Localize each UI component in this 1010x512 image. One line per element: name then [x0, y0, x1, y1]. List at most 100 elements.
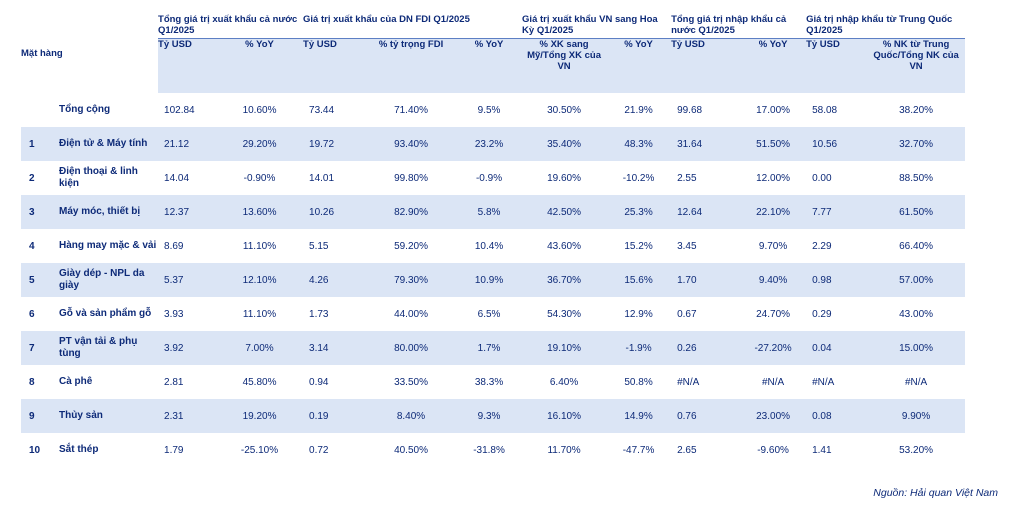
table-cell: 23.00% [740, 399, 807, 433]
table-cell: 0.19 [303, 399, 367, 433]
row-item-name: Hàng may mặc & vải [55, 229, 159, 263]
table-cell: 19.10% [522, 331, 607, 365]
row-index: 8 [21, 365, 55, 399]
table-cell: 3.45 [671, 229, 741, 263]
table-cell: 35.40% [522, 127, 607, 161]
sub-header-us-yoy: % YoY [606, 38, 672, 93]
row-index: 5 [21, 263, 55, 297]
table-cell: 71.40% [366, 93, 457, 127]
row-item-name: Tổng cộng [55, 93, 159, 127]
table-cell: 102.84 [158, 93, 217, 127]
table-cell: -0.90% [216, 161, 304, 195]
row-index: 3 [21, 195, 55, 229]
table-cell: 5.15 [303, 229, 367, 263]
table-cell: 1.79 [158, 433, 217, 467]
trade-table: Mặt hàng Tổng giá trị xuất khẩu cả nước … [21, 14, 966, 467]
table-cell: 15.6% [606, 263, 672, 297]
table-row: Tổng cộng 102.84 10.60% 73.44 71.40% 9.5% 30.5… [21, 93, 966, 127]
table-cell: 1.73 [303, 297, 367, 331]
table-cell: -0.9% [456, 161, 523, 195]
row-index: 6 [21, 297, 55, 331]
table-cell: 10.56 [806, 127, 868, 161]
table-cell: 15.00% [867, 331, 966, 365]
table-cell: 79.30% [366, 263, 457, 297]
table-cell: 13.60% [216, 195, 304, 229]
sub-header-fdi-usd: Tỷ USD [303, 38, 367, 93]
table-cell: 32.70% [867, 127, 966, 161]
table-cell: -27.20% [740, 331, 807, 365]
table-cell: 10.26 [303, 195, 367, 229]
sub-header-total-import-yoy: % YoY [740, 38, 807, 93]
table-cell: 38.3% [456, 365, 523, 399]
table-cell: 6.5% [456, 297, 523, 331]
table-cell: 24.70% [740, 297, 807, 331]
sub-header-fdi-yoy: % YoY [456, 38, 523, 93]
row-index: 2 [21, 161, 55, 195]
table-cell: 9.70% [740, 229, 807, 263]
table-cell: 4.26 [303, 263, 367, 297]
sub-header-us-share: % XK sang Mỹ/Tổng XK của VN [522, 38, 607, 93]
table-cell: 0.04 [806, 331, 868, 365]
table-cell: -47.7% [606, 433, 672, 467]
table-cell: 12.9% [606, 297, 672, 331]
table-cell: 0.76 [671, 399, 741, 433]
table-cell: 14.01 [303, 161, 367, 195]
table-cell: 14.9% [606, 399, 672, 433]
table-cell: 44.00% [366, 297, 457, 331]
table-row: 5 Giày dép - NPL da giày 5.37 12.10% 4.26 79.… [21, 263, 966, 297]
table-cell: #N/A [671, 365, 741, 399]
table-cell: 61.50% [867, 195, 966, 229]
sub-header-row: Tỷ USD % YoY Tỷ USD % tỷ trọng FDI % YoY… [21, 38, 966, 93]
table-cell: 23.2% [456, 127, 523, 161]
table-cell: 0.08 [806, 399, 868, 433]
table-row: 2 Điện thoại & linh kiện 14.04 -0.90% 14.01 9… [21, 161, 966, 195]
table-cell: 99.68 [671, 93, 741, 127]
sub-header-fdi-share: % tỷ trọng FDI [366, 38, 457, 93]
table-cell: 0.26 [671, 331, 741, 365]
row-item-name: Sắt thép [55, 433, 159, 467]
sub-header-total-import-usd: Tỷ USD [671, 38, 741, 93]
table-cell: 3.92 [158, 331, 217, 365]
table-cell: 31.64 [671, 127, 741, 161]
table-cell: 36.70% [522, 263, 607, 297]
table-row: 7 PT vận tải & phụ tùng 3.92 7.00% 3.14 80.00… [21, 331, 966, 365]
table-cell: #N/A [806, 365, 868, 399]
table-cell: -25.10% [216, 433, 304, 467]
table-cell: 8.40% [366, 399, 457, 433]
table-cell: 21.12 [158, 127, 217, 161]
table-cell: -10.2% [606, 161, 672, 195]
table-row: 3 Máy móc, thiết bị 12.37 13.60% 10.26 82.90%… [21, 195, 966, 229]
table-row: 1 Điện tử & Máy tính 21.12 29.20% 19.72 93.40… [21, 127, 966, 161]
table-cell: 0.29 [806, 297, 868, 331]
table-cell: 66.40% [867, 229, 966, 263]
row-item-name: Điện tử & Máy tính [55, 127, 159, 161]
table-cell: 10.60% [216, 93, 304, 127]
group-header-us-export: Giá trị xuất khẩu VN sang Hoa Kỳ Q1/2025 [522, 14, 672, 39]
table-cell: 43.00% [867, 297, 966, 331]
table-cell: 88.50% [867, 161, 966, 195]
table-cell: 16.10% [522, 399, 607, 433]
table-row: 4 Hàng may mặc & vải 8.69 11.10% 5.15 59.20% 1… [21, 229, 966, 263]
table-cell: 57.00% [867, 263, 966, 297]
table-cell: 12.37 [158, 195, 217, 229]
table-row: 9 Thủy sản 2.31 19.20% 0.19 8.40% 9.3% 16.10% 14… [21, 399, 966, 433]
table-cell: 3.14 [303, 331, 367, 365]
table-cell: 0.98 [806, 263, 868, 297]
table-cell: 1.7% [456, 331, 523, 365]
column-header-mat-hang: Mặt hàng [21, 14, 159, 93]
row-index [21, 93, 55, 127]
table-cell: 0.72 [303, 433, 367, 467]
group-header-fdi-export: Giá trị xuất khẩu của DN FDI Q1/2025 [303, 14, 523, 39]
table-cell: 22.10% [740, 195, 807, 229]
row-item-name: PT vận tải & phụ tùng [55, 331, 159, 365]
row-item-name: Thủy sản [55, 399, 159, 433]
table-cell: #N/A [867, 365, 966, 399]
table-cell: 11.10% [216, 229, 304, 263]
table-cell: #N/A [740, 365, 807, 399]
table-cell: 3.93 [158, 297, 217, 331]
table-cell: 0.00 [806, 161, 868, 195]
sub-header-china-share: % NK từ Trung Quốc/Tổng NK của VN [867, 38, 966, 93]
table-cell: 10.4% [456, 229, 523, 263]
table-cell: 99.80% [366, 161, 457, 195]
table-cell: 51.50% [740, 127, 807, 161]
